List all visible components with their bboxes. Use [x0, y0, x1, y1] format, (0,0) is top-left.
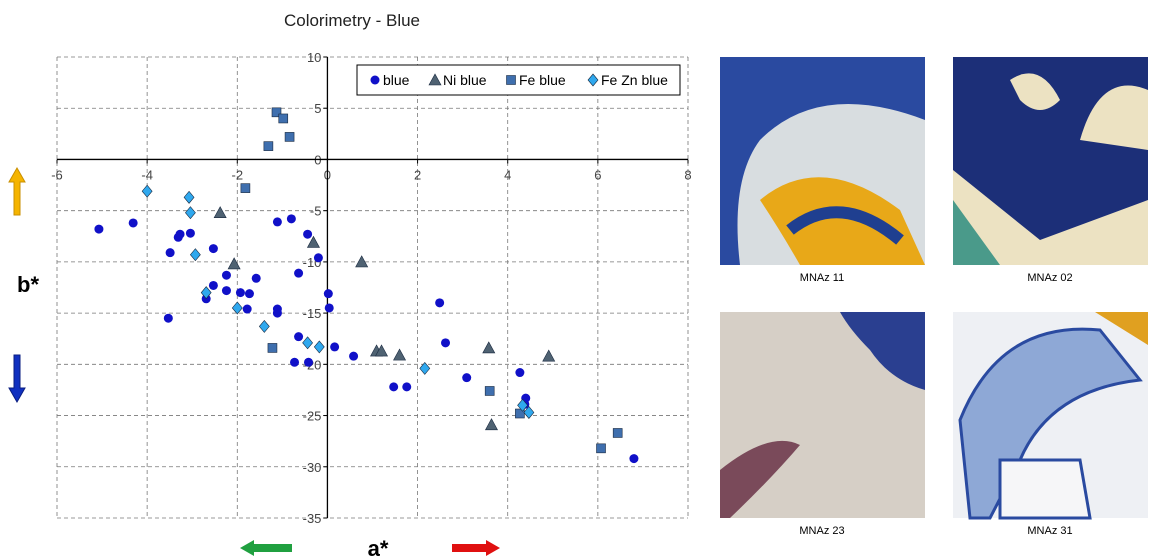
chart: Colorimetry - Blue b* a* MNAz 11 MNAz 02… — [0, 0, 1150, 558]
point — [402, 382, 411, 391]
point — [435, 298, 444, 307]
x-tick-label: -6 — [51, 167, 63, 182]
x-tick-label: 8 — [684, 167, 691, 182]
plot: -6-4-202468-35-30-25-20-15-10-50510 — [51, 50, 691, 526]
photo-caption: MNAz 23 — [799, 525, 844, 537]
y-tick-label: -25 — [303, 409, 322, 424]
chart-title: Colorimetry - Blue — [284, 11, 420, 30]
point — [515, 368, 524, 377]
x-tick-label: -2 — [232, 167, 244, 182]
x-tick-label: 2 — [414, 167, 421, 182]
y-tick-label: -35 — [303, 511, 322, 526]
point — [273, 309, 282, 318]
page: Colorimetry - Blue b* a* MNAz 11 MNAz 02… — [0, 0, 1150, 558]
point — [268, 343, 277, 352]
point — [314, 253, 323, 262]
point — [394, 349, 406, 360]
photo — [953, 57, 1148, 265]
point — [222, 271, 231, 280]
point — [314, 341, 324, 353]
point — [349, 352, 358, 361]
point — [485, 419, 497, 430]
point — [243, 305, 252, 314]
point — [209, 244, 218, 253]
point — [186, 229, 195, 238]
x-tick-label: 4 — [504, 167, 511, 182]
x-axis-label: a* — [368, 536, 389, 558]
point — [325, 303, 334, 312]
point — [252, 274, 261, 283]
point — [613, 428, 622, 437]
y-tick-label: 10 — [307, 50, 321, 65]
point — [543, 350, 555, 361]
point — [241, 184, 250, 193]
point — [303, 337, 313, 349]
point — [304, 358, 313, 367]
legend-marker — [507, 76, 516, 85]
point — [462, 373, 471, 382]
point — [142, 185, 152, 197]
point — [129, 218, 138, 227]
point — [287, 214, 296, 223]
point — [214, 207, 226, 218]
point — [184, 191, 194, 203]
y-tick-label: -5 — [310, 204, 322, 219]
legend-label: Fe Zn blue — [601, 72, 668, 88]
arrow-left — [240, 540, 292, 556]
point — [285, 132, 294, 141]
point — [629, 454, 638, 463]
point — [483, 342, 495, 353]
point — [259, 320, 269, 332]
point — [185, 207, 195, 219]
x-tick-label: -4 — [141, 167, 153, 182]
point — [330, 342, 339, 351]
legend: blue Ni blue Fe blue Fe Zn blue — [357, 65, 680, 95]
point — [279, 114, 288, 123]
point — [209, 281, 218, 290]
point — [166, 248, 175, 257]
point — [441, 338, 450, 347]
photo-caption: MNAz 11 — [800, 272, 844, 284]
point — [389, 382, 398, 391]
point — [290, 358, 299, 367]
point — [303, 230, 312, 239]
point — [164, 314, 173, 323]
point — [485, 386, 494, 395]
point — [228, 258, 240, 269]
legend-label: Fe blue — [519, 72, 566, 88]
point — [176, 230, 185, 239]
photo-caption: MNAz 02 — [1027, 272, 1072, 284]
point — [94, 225, 103, 234]
point — [264, 142, 273, 151]
point — [273, 217, 282, 226]
point — [222, 286, 231, 295]
y-tick-label: -15 — [303, 306, 322, 321]
point — [294, 269, 303, 278]
y-axis-label: b* — [17, 272, 39, 297]
point — [236, 288, 245, 297]
photo — [720, 57, 925, 265]
photo — [720, 312, 925, 518]
arrow-down — [9, 355, 25, 402]
arrow-up — [9, 168, 25, 215]
arrow-right — [452, 540, 500, 556]
y-tick-label: -30 — [303, 460, 322, 475]
photo-caption: MNAz 31 — [1027, 525, 1072, 537]
point — [294, 332, 303, 341]
legend-label: blue — [383, 72, 410, 88]
legend-label: Ni blue — [443, 72, 487, 88]
legend-marker — [371, 76, 380, 85]
photo — [953, 312, 1148, 518]
point — [190, 249, 200, 261]
point — [597, 444, 606, 453]
x-tick-label: 6 — [594, 167, 601, 182]
point — [356, 256, 368, 267]
y-tick-label: 5 — [314, 101, 321, 116]
point — [324, 289, 333, 298]
point — [245, 289, 254, 298]
point — [232, 302, 242, 314]
